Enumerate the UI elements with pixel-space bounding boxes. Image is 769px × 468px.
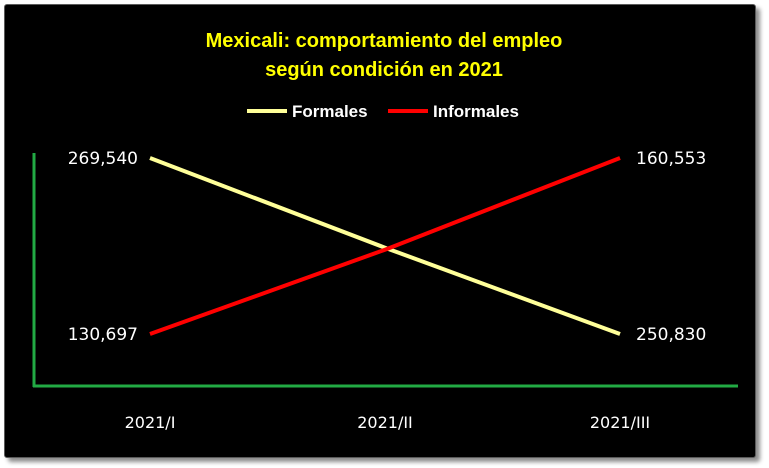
ticks-layer: 2021/I 2021/II 2021/III (125, 413, 651, 432)
x-tick-label: 2021/II (357, 413, 413, 432)
labels-layer: 269,540 250,830 130,697 160,553 (68, 149, 707, 345)
axes (32, 153, 738, 388)
chart-subtitle: según condición en 2021 (265, 59, 503, 81)
data-label-informales: 130,697 (68, 325, 138, 345)
series-line-informales (149, 156, 621, 336)
legend-label-informales: Informales (433, 102, 519, 121)
data-label-formales: 269,540 (68, 149, 138, 169)
chart-title: Mexicali: comportamiento del empleo (206, 30, 563, 52)
legend-label-formales: Formales (292, 102, 368, 121)
x-tick-label: 2021/I (125, 413, 176, 432)
legend: Formales Informales (247, 102, 519, 121)
series-layer (149, 156, 621, 336)
data-label-formales: 250,830 (636, 325, 706, 345)
data-label-informales: 160,553 (636, 149, 706, 169)
x-tick-label: 2021/III (590, 413, 650, 432)
chart-frame (4, 4, 756, 458)
